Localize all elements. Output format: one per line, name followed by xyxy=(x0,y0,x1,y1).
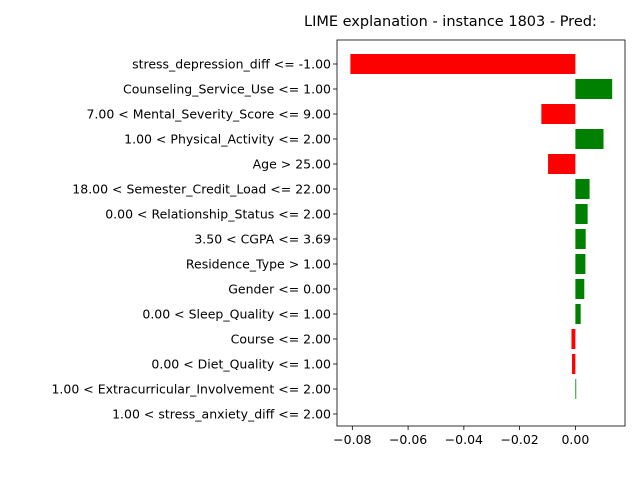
x-tick-label: −0.02 xyxy=(500,432,538,447)
bar xyxy=(350,54,576,74)
category-label: Residence_Type > 1.00 xyxy=(186,257,331,272)
category-label: Gender <= 0.00 xyxy=(228,282,331,297)
x-tick-label: −0.04 xyxy=(445,432,483,447)
plot-area: stress_depression_diff <= -1.00 Counselin… xyxy=(51,39,626,447)
x-tick-label: 0.00 xyxy=(561,432,589,447)
x-tick-label: −0.06 xyxy=(389,432,427,447)
category-label: Age > 25.00 xyxy=(253,157,331,172)
category-label: 0.00 < Sleep_Quality <= 1.00 xyxy=(142,307,331,322)
bar xyxy=(548,154,576,174)
category-label: Counseling_Service_Use <= 1.00 xyxy=(123,82,331,97)
category-label: stress_depression_diff <= -1.00 xyxy=(132,57,331,72)
bar xyxy=(575,279,585,299)
category-label: 0.00 < Diet_Quality <= 1.00 xyxy=(151,357,331,372)
bar xyxy=(575,179,590,199)
bar xyxy=(575,379,577,399)
chart-title: LIME explanation - instance 1803 - Pred: xyxy=(304,14,597,30)
bar xyxy=(575,79,613,99)
axes-frame xyxy=(336,39,626,427)
category-label: 1.00 < Physical_Activity <= 2.00 xyxy=(124,132,331,147)
category-label: 7.00 < Mental_Severity_Score <= 9.00 xyxy=(86,107,331,122)
category-label: 18.00 < Semester_Credit_Load <= 22.00 xyxy=(72,182,331,197)
x-tick-label: −0.08 xyxy=(333,432,371,447)
category-label: 3.50 < CGPA <= 3.69 xyxy=(194,232,331,247)
bar xyxy=(541,104,576,124)
category-label: Course <= 2.00 xyxy=(231,332,331,347)
bar xyxy=(575,254,586,274)
bar xyxy=(571,329,576,349)
bar xyxy=(575,204,588,224)
bar xyxy=(575,129,604,149)
bar xyxy=(575,229,586,249)
category-label: 1.00 < Extracurricular_Involvement <= 2.… xyxy=(51,382,331,397)
bar xyxy=(575,304,581,324)
bar xyxy=(572,354,576,374)
category-label: 1.00 < stress_anxiety_diff <= 2.00 xyxy=(112,407,331,422)
category-label: 0.00 < Relationship_Status <= 2.00 xyxy=(105,207,331,222)
